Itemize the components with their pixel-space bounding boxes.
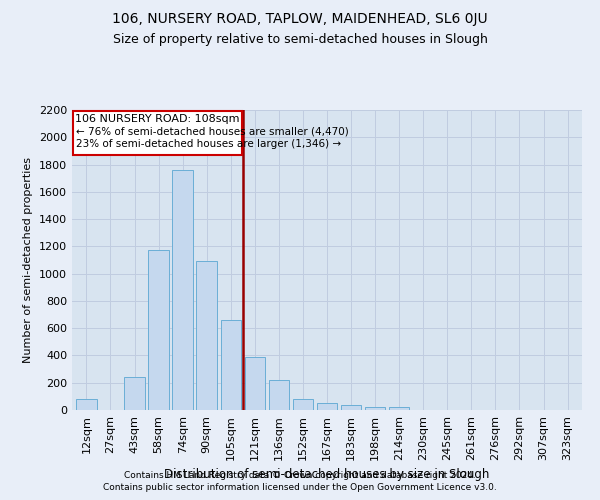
Text: 106 NURSERY ROAD: 108sqm: 106 NURSERY ROAD: 108sqm (75, 114, 239, 124)
Bar (221, 320, 241, 410)
Bar (196, 262, 217, 410)
FancyBboxPatch shape (73, 110, 242, 155)
Text: Contains public sector information licensed under the Open Government Licence v3: Contains public sector information licen… (103, 484, 497, 492)
Bar (365, 408, 385, 410)
X-axis label: Distribution of semi-detached houses by size in Slough: Distribution of semi-detached houses by … (164, 468, 490, 481)
Text: 23% of semi-detached houses are larger (1,346) →: 23% of semi-detached houses are larger (… (76, 138, 341, 148)
Text: ← 76% of semi-detached houses are smaller (4,470): ← 76% of semi-detached houses are smalle… (76, 126, 349, 136)
Text: 106, NURSERY ROAD, TAPLOW, MAIDENHEAD, SL6 0JU: 106, NURSERY ROAD, TAPLOW, MAIDENHEAD, S… (112, 12, 488, 26)
Bar (293, 399, 313, 410)
Bar (172, 170, 193, 410)
Bar (148, 250, 169, 410)
Bar (124, 378, 145, 410)
Text: Size of property relative to semi-detached houses in Slough: Size of property relative to semi-detach… (113, 32, 487, 46)
Text: Contains HM Land Registry data © Crown copyright and database right 2024.: Contains HM Land Registry data © Crown c… (124, 471, 476, 480)
Y-axis label: Number of semi-detached properties: Number of semi-detached properties (23, 157, 34, 363)
Bar (76, 399, 97, 410)
Bar (269, 380, 289, 410)
Bar (317, 402, 337, 410)
Bar (245, 357, 265, 410)
Bar (341, 405, 361, 410)
Bar (389, 408, 409, 410)
